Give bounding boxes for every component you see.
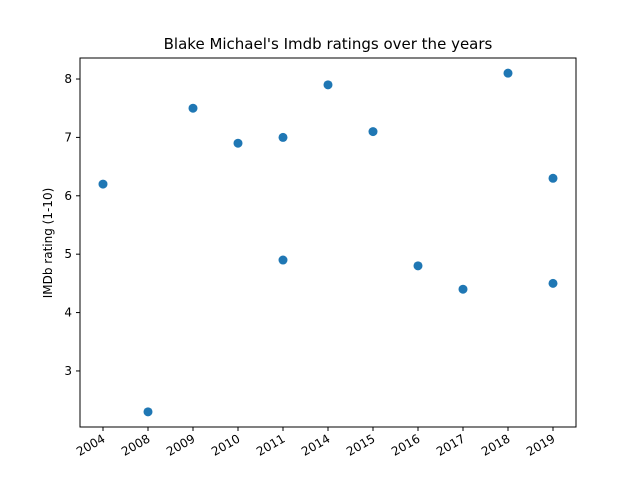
data-point	[548, 278, 558, 288]
data-point	[278, 132, 288, 142]
y-axis-label: IMDb rating (1-10)	[41, 188, 55, 299]
x-tick-label: 2004	[74, 431, 107, 458]
data-point	[503, 68, 513, 78]
y-tick-label: 6	[64, 189, 72, 203]
x-tick-label: 2016	[389, 431, 422, 458]
data-point	[323, 80, 333, 90]
data-point	[413, 261, 423, 271]
x-tick-label: 2019	[524, 431, 557, 458]
x-tick-label: 2009	[164, 431, 197, 458]
y-tick-label: 7	[64, 130, 72, 144]
data-point	[143, 407, 153, 417]
data-point	[458, 284, 468, 294]
x-tick-label: 2018	[479, 431, 512, 458]
y-tick-label: 3	[64, 364, 72, 378]
data-point	[548, 173, 558, 183]
plot-frame	[79, 57, 577, 428]
chart-title: Blake Michael's Imdb ratings over the ye…	[164, 35, 493, 53]
y-tick-label: 8	[64, 72, 72, 86]
data-point	[278, 255, 288, 265]
data-point	[368, 127, 378, 137]
x-tick-label: 2008	[119, 431, 152, 458]
x-tick-label: 2010	[209, 431, 242, 458]
data-point	[233, 138, 243, 148]
x-tick-label: 2015	[344, 431, 377, 458]
x-tick-label: 2017	[434, 431, 467, 458]
data-point	[188, 103, 198, 113]
x-tick-label: 2011	[254, 431, 287, 458]
y-tick-label: 4	[64, 306, 72, 320]
y-tick-label: 5	[64, 247, 72, 261]
data-point	[98, 179, 108, 189]
x-tick-label: 2014	[299, 431, 332, 458]
chart-marks: 3 4 5 6 7 8 2004 2008 2009 2010 2011 2014 2015 2016 20…	[64, 68, 558, 459]
